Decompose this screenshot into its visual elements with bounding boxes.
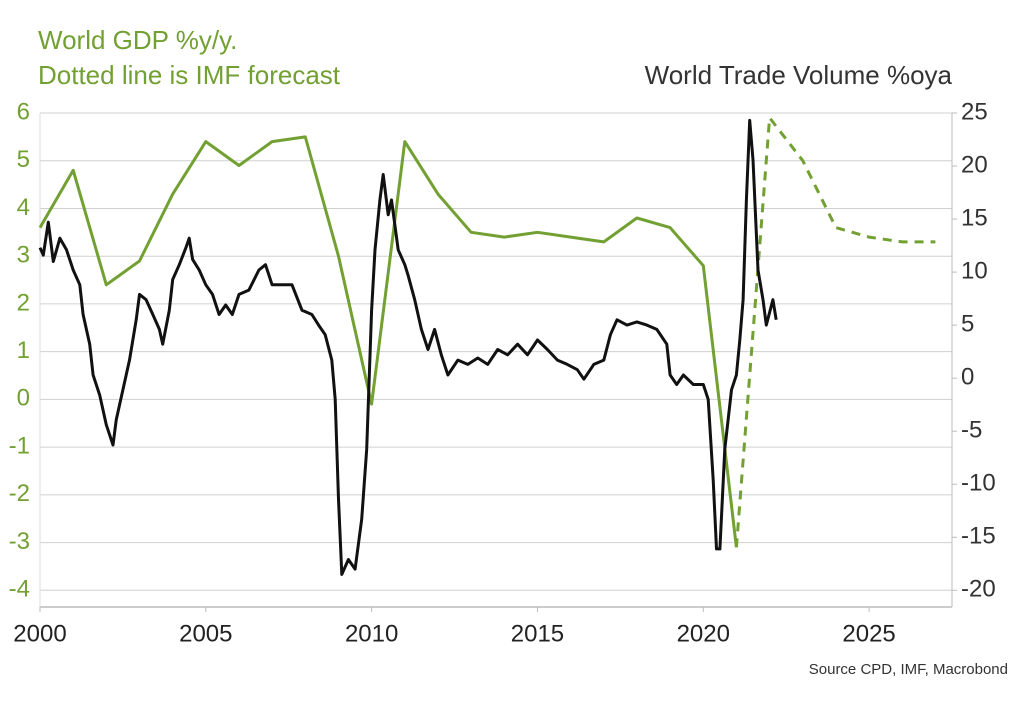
y2-tick-label: 25: [961, 98, 988, 125]
y-tick-label: -2: [9, 480, 30, 507]
y2-tick-label: 20: [961, 151, 988, 178]
y2-tick-label: -5: [961, 417, 982, 444]
x-tick-label: 2010: [345, 620, 398, 647]
y-tick-label: 6: [17, 98, 30, 125]
y2-tick-label: -10: [961, 470, 996, 497]
y-tick-label: -3: [9, 528, 30, 555]
y2-tick-label: 15: [961, 204, 988, 231]
y-tick-label: 5: [17, 146, 30, 173]
source-note: Source CPD, IMF, Macrobond: [809, 661, 1008, 678]
data-line: [38, 118, 778, 576]
y-tick-label: -1: [9, 432, 30, 459]
y2-axis-label: World Trade Volume %oya: [645, 60, 953, 90]
y-tick-label: 1: [17, 337, 30, 364]
y-tick-label: 3: [17, 242, 30, 269]
y-tick-label: 0: [17, 385, 30, 412]
data-line: [734, 116, 936, 548]
y-tick-label: 4: [17, 194, 30, 221]
chart-title: World GDP %y/y.: [38, 25, 237, 55]
y-tick-label: 2: [17, 289, 30, 316]
chart-subtitle: Dotted line is IMF forecast: [38, 60, 341, 90]
y2-tick-label: -20: [961, 576, 996, 603]
x-tick-label: 2020: [677, 620, 730, 647]
x-tick-label: 2005: [179, 620, 232, 647]
y2-tick-label: 5: [961, 310, 974, 337]
x-tick-label: 2000: [13, 620, 66, 647]
y2-tick-label: 10: [961, 257, 988, 284]
y2-tick-label: 0: [961, 364, 974, 391]
y2-tick-label: -15: [961, 523, 996, 550]
y-tick-label: -4: [9, 576, 30, 603]
x-tick-label: 2025: [842, 620, 895, 647]
data-line: [38, 135, 738, 548]
x-tick-label: 2015: [511, 620, 564, 647]
